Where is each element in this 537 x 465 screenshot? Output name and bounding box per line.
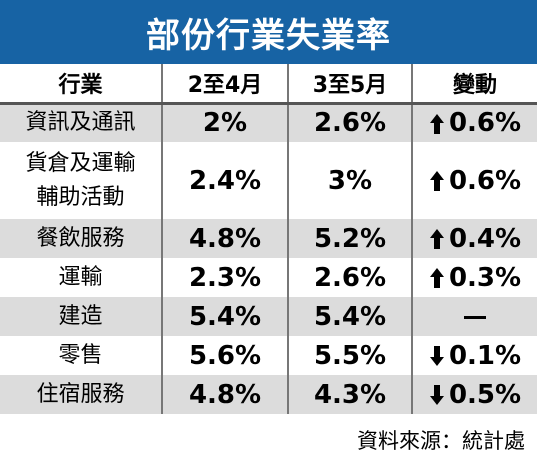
column-header-industry: 行業 xyxy=(0,64,163,105)
industry-cell: 運輸 xyxy=(0,258,163,297)
unemployment-table: 行業 2至4月 3至5月 變動 資訊及通訊 2% 2.6% 0.6% 貨倉及運輸 輔助活動… xyxy=(0,64,537,414)
arrow-down-icon xyxy=(429,346,444,366)
change-amount: 0.6% xyxy=(448,165,522,196)
title-bar: 部份行業失業率 xyxy=(0,0,537,64)
table-row: 貨倉及運輸 輔助活動 2.4% 3% 0.6% xyxy=(0,142,537,219)
mar-may-value: 5.2% xyxy=(288,219,413,258)
change-amount: 0.5% xyxy=(448,379,522,410)
table-body: 資訊及通訊 2% 2.6% 0.6% 貨倉及運輸 輔助活動 2.4% 3% 0.6% 餐飲服務 4.… xyxy=(0,103,537,414)
arrow-up-icon xyxy=(429,268,444,288)
change-value: 0.3% xyxy=(412,258,537,297)
column-header-mar-may: 3至5月 xyxy=(288,64,413,105)
industry-cell: 資訊及通訊 xyxy=(0,103,163,142)
header-row: 行業 2至4月 3至5月 變動 xyxy=(0,64,537,105)
page-title: 部份行業失業率 xyxy=(146,15,391,56)
change-value xyxy=(412,297,537,336)
feb-apr-value: 4.8% xyxy=(162,375,289,414)
change-amount: 0.6% xyxy=(448,108,522,139)
no-change-dash-icon xyxy=(464,315,486,319)
change-value: 0.4% xyxy=(412,219,537,258)
mar-may-value: 3% xyxy=(288,142,413,219)
change-value: 0.5% xyxy=(412,375,537,414)
source-note: 資料來源：統計處 xyxy=(357,429,525,453)
feb-apr-value: 5.4% xyxy=(162,297,289,336)
change-amount: 0.1% xyxy=(448,340,522,371)
feb-apr-value: 4.8% xyxy=(162,219,289,258)
industry-cell: 餐飲服務 xyxy=(0,219,163,258)
feb-apr-value: 2.4% xyxy=(162,142,289,219)
mar-may-value: 2.6% xyxy=(288,103,413,142)
change-amount: 0.4% xyxy=(448,223,522,254)
industry-cell: 建造 xyxy=(0,297,163,336)
arrow-up-icon xyxy=(429,229,444,249)
arrow-down-icon xyxy=(429,385,444,405)
mar-may-value: 5.4% xyxy=(288,297,413,336)
mar-may-value: 4.3% xyxy=(288,375,413,414)
column-header-change: 變動 xyxy=(412,64,537,105)
table-row: 資訊及通訊 2% 2.6% 0.6% xyxy=(0,103,537,142)
arrow-up-icon xyxy=(429,171,444,191)
change-value: 0.1% xyxy=(412,336,537,375)
table-row: 零售 5.6% 5.5% 0.1% xyxy=(0,336,537,375)
column-header-feb-apr: 2至4月 xyxy=(162,64,289,105)
change-value: 0.6% xyxy=(412,103,537,142)
change-amount: 0.3% xyxy=(448,262,522,293)
table-row: 建造 5.4% 5.4% xyxy=(0,297,537,336)
table-row: 運輸 2.3% 2.6% 0.3% xyxy=(0,258,537,297)
feb-apr-value: 2.3% xyxy=(162,258,289,297)
industry-cell: 零售 xyxy=(0,336,163,375)
industry-cell: 貨倉及運輸 輔助活動 xyxy=(0,142,163,219)
table-row: 餐飲服務 4.8% 5.2% 0.4% xyxy=(0,219,537,258)
table-row: 住宿服務 4.8% 4.3% 0.5% xyxy=(0,375,537,414)
industry-cell: 住宿服務 xyxy=(0,375,163,414)
arrow-up-icon xyxy=(429,113,444,134)
change-value: 0.6% xyxy=(412,142,537,219)
feb-apr-value: 2% xyxy=(162,103,289,142)
mar-may-value: 5.5% xyxy=(288,336,413,375)
mar-may-value: 2.6% xyxy=(288,258,413,297)
feb-apr-value: 5.6% xyxy=(162,336,289,375)
